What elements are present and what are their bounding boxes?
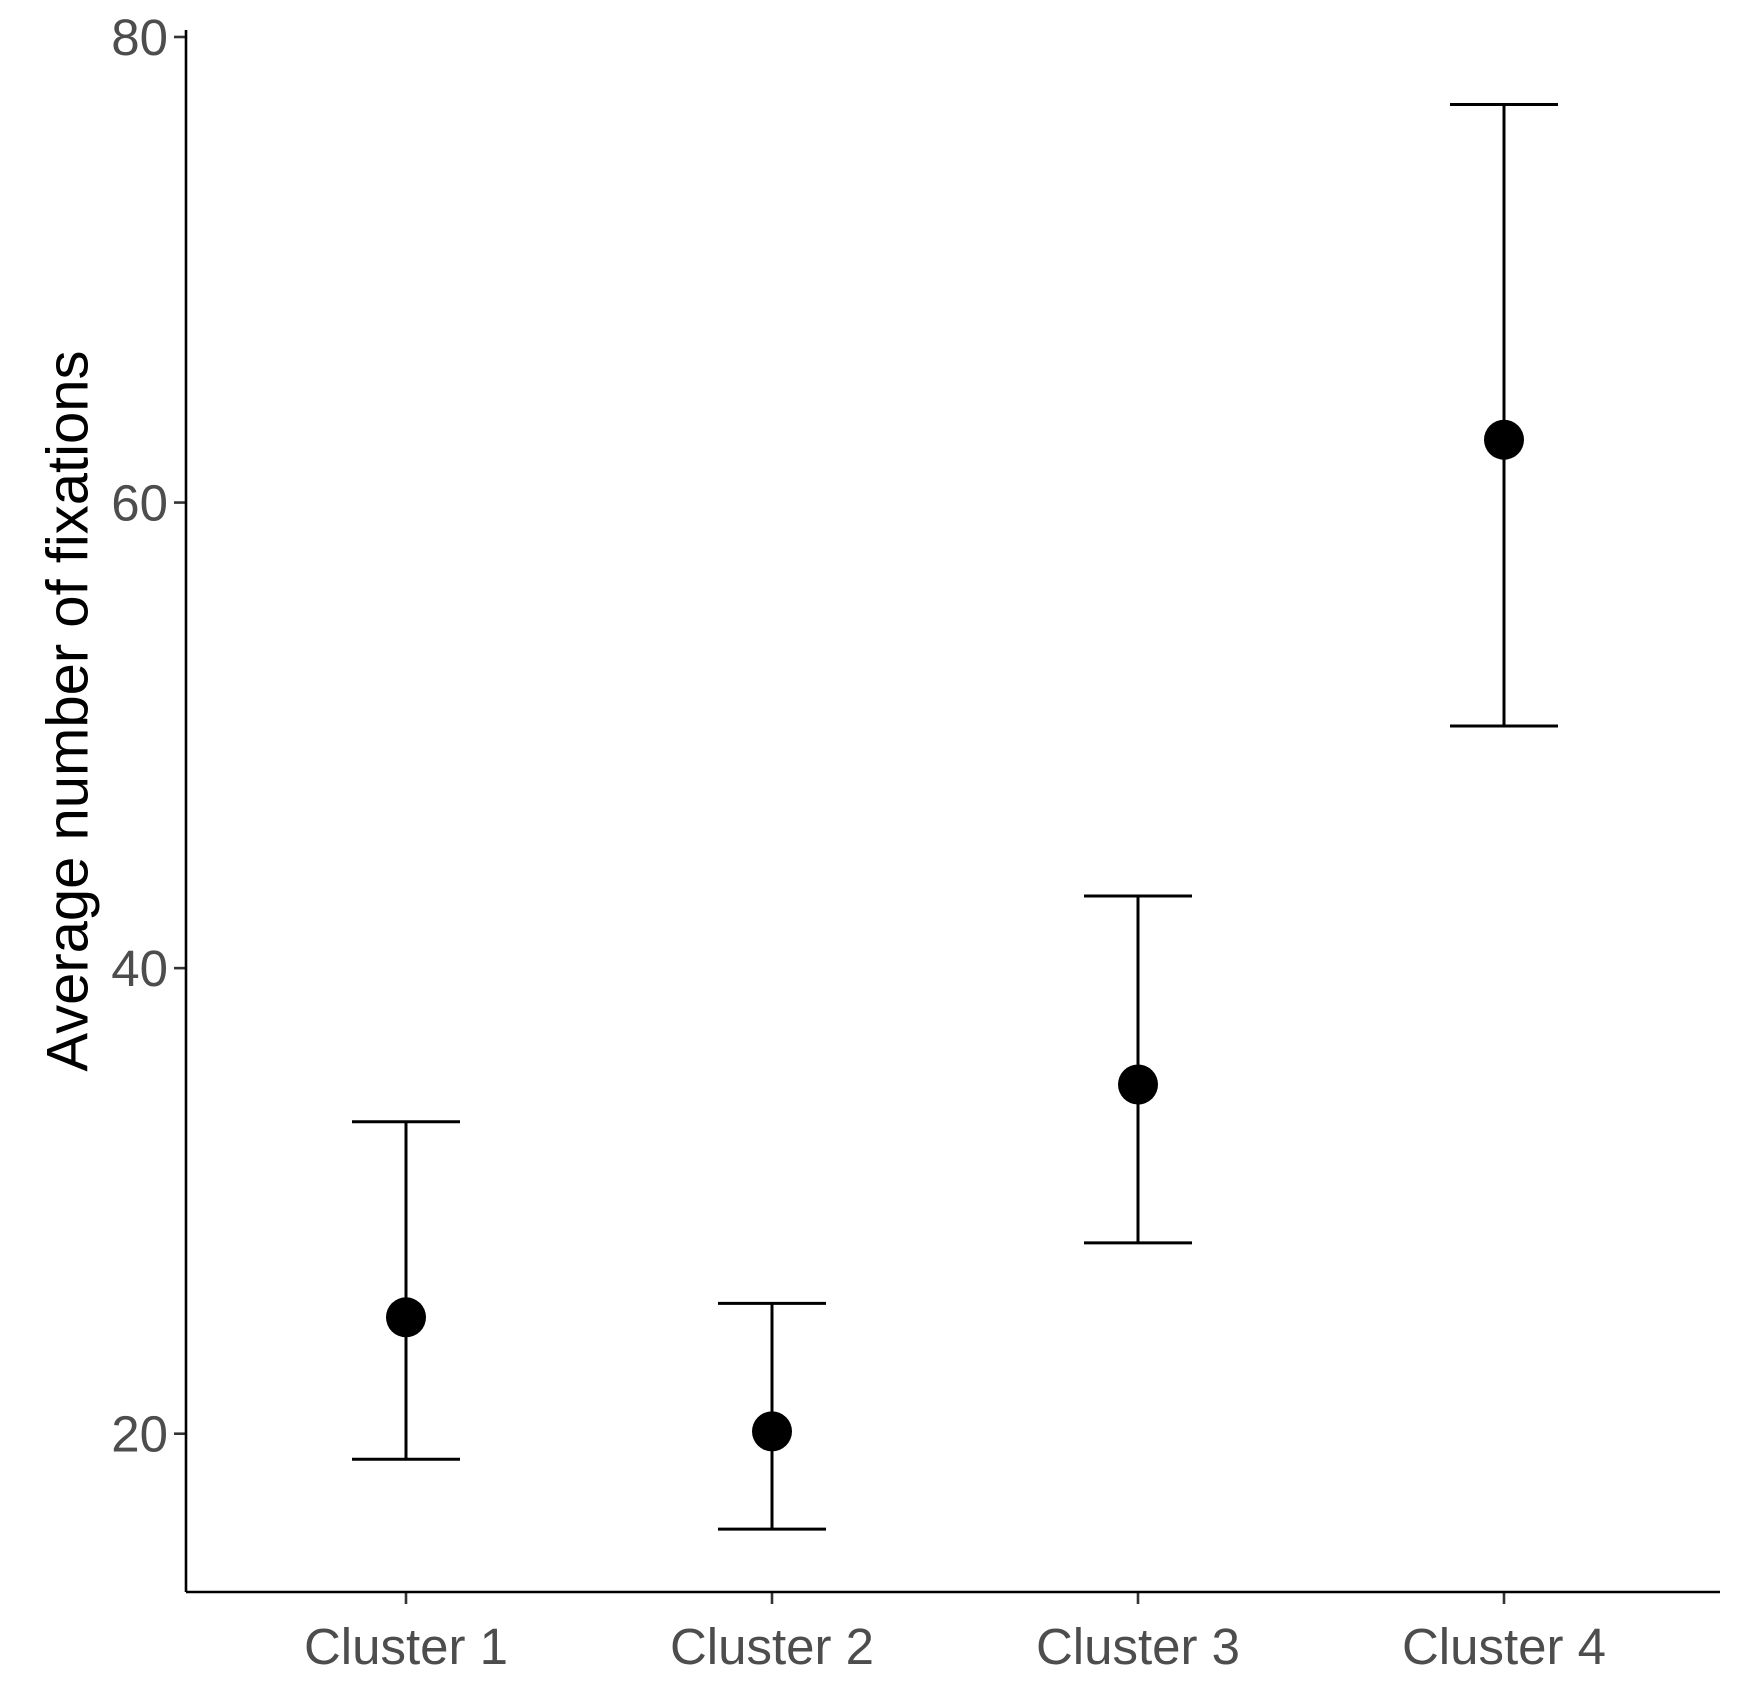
plot-marks	[352, 102, 1558, 1531]
data-point	[752, 1411, 792, 1452]
y-tick-label: 20	[111, 1406, 168, 1463]
x-tick-label: Cluster 1	[304, 1618, 508, 1675]
x-tick-label: Cluster 2	[670, 1618, 874, 1675]
y-axis-ticks: 20 40 60 80	[111, 9, 186, 1463]
y-tick-label: 80	[111, 9, 168, 66]
y-axis-title: Average number of fixations	[35, 350, 100, 1071]
data-point	[386, 1297, 426, 1338]
data-point	[1484, 419, 1524, 460]
y-tick-label: 40	[111, 940, 168, 997]
x-tick-label: Cluster 4	[1402, 1618, 1606, 1675]
x-tick-label: Cluster 3	[1036, 1618, 1240, 1675]
y-tick-label: 60	[111, 475, 168, 532]
x-axis-ticks: Cluster 1 Cluster 2 Cluster 3 Cluster 4	[304, 1592, 1606, 1675]
data-point	[1118, 1064, 1158, 1105]
